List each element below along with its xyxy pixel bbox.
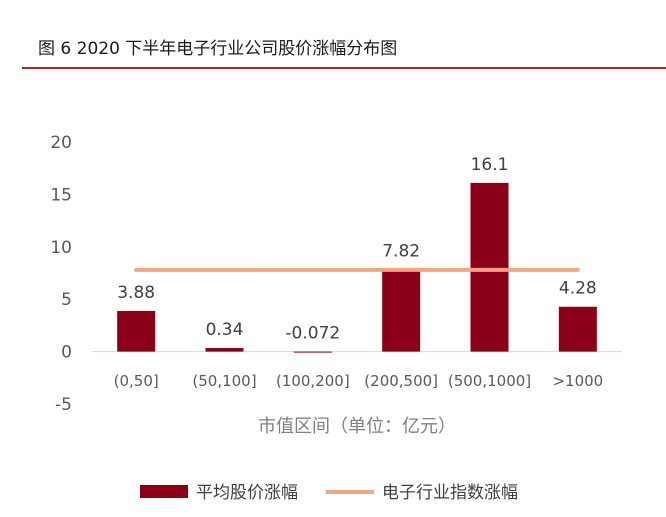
- x-tick-label: (0,50]: [114, 372, 159, 390]
- legend-label-bar: 平均股价涨幅: [196, 483, 298, 503]
- y-tick-label: 20: [50, 133, 72, 153]
- x-axis-title: 市值区间（单位：亿元）: [258, 416, 456, 437]
- data-label: 4.28: [559, 279, 597, 299]
- figure-title: 图 6 2020 下半年电子行业公司股价涨幅分布图: [38, 39, 398, 59]
- bar: [382, 269, 421, 352]
- bar: [293, 351, 332, 353]
- bar: [205, 348, 244, 352]
- data-label: 0.34: [206, 320, 244, 340]
- title-rule: [22, 67, 666, 69]
- bar: [117, 310, 156, 352]
- bar: [558, 306, 597, 352]
- y-tick-label: 0: [61, 343, 72, 363]
- y-tick-label: -5: [55, 395, 72, 415]
- data-label: -0.072: [285, 324, 340, 344]
- x-tick-label: (50,100]: [192, 372, 256, 390]
- y-tick-label: 5: [61, 290, 72, 310]
- data-label: 7.82: [382, 242, 420, 262]
- x-tick-label: >1000: [552, 372, 603, 390]
- x-tick-label: (100,200]: [276, 372, 350, 390]
- legend-swatch-bar: [140, 485, 188, 498]
- x-tick-label: (200,500]: [364, 372, 438, 390]
- data-label: 16.1: [471, 155, 509, 175]
- data-label: 3.88: [117, 283, 155, 303]
- y-tick-label: 15: [50, 185, 72, 205]
- y-tick-label: 10: [50, 238, 72, 258]
- legend-label-line: 电子行业指数涨幅: [382, 483, 518, 503]
- x-tick-label: (500,1000]: [448, 372, 531, 390]
- bar: [470, 182, 509, 352]
